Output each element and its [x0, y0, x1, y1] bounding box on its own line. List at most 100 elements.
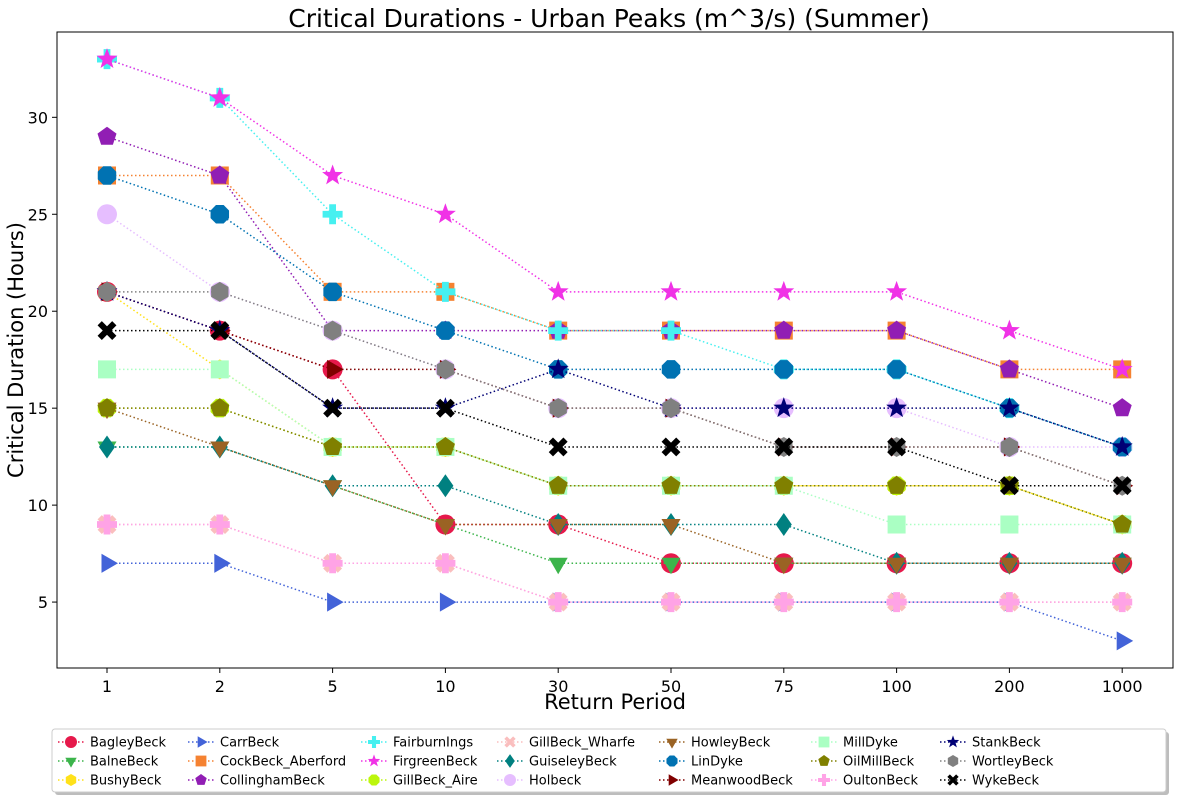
data-point [439, 592, 457, 612]
data-point [1112, 476, 1132, 496]
y-tick-label: 20 [28, 302, 48, 321]
legend-label: StankBeck [972, 736, 1041, 751]
legend-item-BushyBeck: BushyBeck [58, 774, 162, 789]
series-layer [96, 48, 1134, 651]
y-tick-label: 15 [28, 399, 48, 418]
legend-marker [666, 755, 678, 767]
series-line [106, 58, 1123, 448]
legend-item-CollinghamBeck: CollinghamBeck [188, 774, 325, 789]
data-point [661, 557, 681, 575]
data-point [999, 592, 1020, 613]
legend-marker [818, 736, 830, 748]
data-point [549, 398, 567, 419]
data-point [323, 398, 343, 418]
legend-item-GuiseleyBeck: GuiseleyBeck [497, 754, 617, 770]
legend-marker [947, 755, 959, 767]
y-tick-label: 5 [38, 593, 48, 612]
legend-label: BagleyBeck [90, 736, 167, 751]
data-point [999, 359, 1019, 378]
x-marker-bar [947, 774, 959, 786]
series-line [107, 523, 1123, 603]
data-point [660, 280, 682, 301]
data-point [548, 437, 568, 457]
legend-marker [195, 774, 207, 785]
legend-marker [666, 738, 678, 749]
x-tick-label: 2 [215, 677, 225, 696]
data-point [774, 360, 794, 379]
data-point [773, 280, 795, 301]
legend-label: WortleyBeck [972, 755, 1054, 770]
data-point [1112, 592, 1133, 613]
data-point [1112, 514, 1132, 533]
data-point [887, 360, 906, 379]
data-point [209, 514, 230, 535]
x-marker-bar [887, 437, 907, 457]
x-marker-bar [1112, 476, 1132, 496]
legend-label: BushyBeck [90, 774, 162, 789]
legend-marker [668, 774, 679, 786]
data-point [96, 48, 118, 69]
legend-item-GillBeck_Aire: GillBeck_Aire [361, 774, 478, 789]
data-point [548, 519, 568, 536]
data-point [98, 281, 116, 302]
data-point [437, 474, 454, 498]
y-tick-label: 30 [28, 108, 48, 127]
legend-marker [368, 774, 380, 786]
data-point [211, 281, 229, 302]
data-point [887, 475, 907, 494]
data-point [99, 435, 115, 459]
data-point [210, 165, 230, 184]
data-point [1112, 557, 1132, 575]
data-point [1116, 631, 1134, 651]
series-line [107, 291, 1123, 487]
legend-marker [368, 736, 380, 748]
x-marker-bar [774, 437, 794, 457]
data-point [210, 398, 230, 417]
x-tick-label: 200 [994, 677, 1025, 696]
legend-label: FairburnIngs [393, 736, 473, 751]
legend-item-OilMillBeck: OilMillBeck [811, 755, 915, 770]
legend-marker [505, 754, 515, 768]
data-point [773, 592, 794, 613]
x-tick-label: 100 [881, 677, 912, 696]
data-point [661, 360, 681, 379]
data-point [548, 475, 568, 494]
data-point [547, 358, 569, 379]
data-point [774, 437, 794, 457]
data-point [435, 436, 455, 456]
legend-item-Holbeck: Holbeck [497, 774, 582, 789]
data-point [661, 320, 681, 341]
data-point [323, 436, 343, 456]
y-tick-label: 10 [28, 496, 48, 515]
legend-box [51, 728, 1167, 793]
y-axis-title: Critical Duration (Hours) [4, 222, 28, 478]
legend-marker [65, 757, 77, 768]
legend: BagleyBeck BalneBeck BushyBeck CarrBeck Cock… [51, 728, 1169, 795]
data-point [887, 515, 906, 534]
data-point [999, 476, 1019, 496]
legend-marker [195, 755, 207, 767]
legend-label: MillDyke [843, 736, 898, 751]
legend-label: GuiseleyBeck [529, 755, 617, 770]
legend-label: MeanwoodBeck [691, 774, 793, 789]
y-tick-label: 25 [28, 205, 48, 224]
data-point [101, 553, 118, 573]
series-line [107, 407, 1123, 526]
legend-item-MeanwoodBeck: MeanwoodBeck [659, 774, 793, 789]
legend-marker [65, 736, 77, 748]
x-tick-label: 5 [328, 677, 338, 696]
legend-label: WykeBeck [972, 774, 1039, 789]
legend-marker [197, 736, 208, 748]
legend-marker [818, 755, 830, 766]
legend-marker [818, 774, 830, 786]
data-point [661, 592, 681, 613]
legend-marker [65, 774, 77, 786]
x-tick-label: 1 [102, 677, 112, 696]
data-point [548, 320, 569, 341]
series-line [107, 174, 1123, 371]
x-marker-bar [504, 736, 516, 748]
legend-item-StankBeck: StankBeck [940, 735, 1041, 751]
legend-marker [947, 774, 959, 786]
data-point [435, 398, 455, 418]
